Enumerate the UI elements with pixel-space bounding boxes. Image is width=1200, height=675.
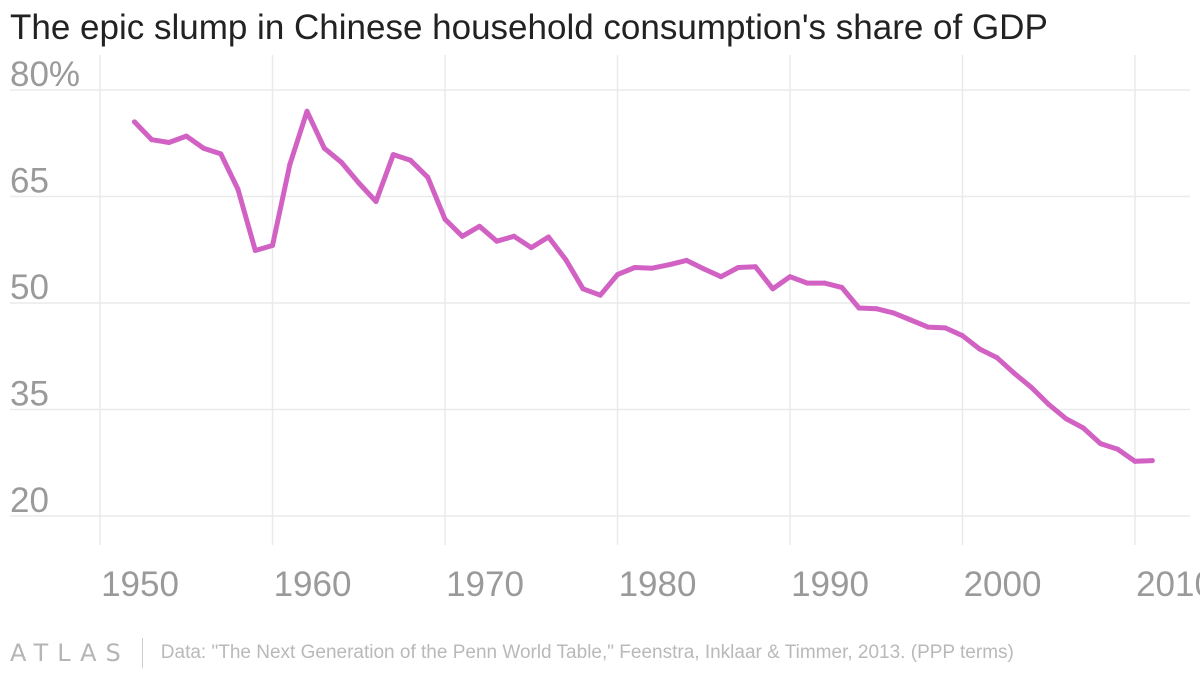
data-point: [477, 223, 482, 229]
data-point: [977, 346, 983, 352]
data-point: [1029, 384, 1034, 390]
data-point: [822, 280, 827, 286]
data-point: [632, 265, 638, 270]
data-point: [942, 325, 948, 331]
x-tick-label: 1990: [791, 565, 869, 604]
source-note: Data: "The Next Generation of the Penn W…: [160, 642, 1014, 663]
data-point: [235, 186, 241, 192]
data-point: [166, 140, 172, 146]
atlas-logo: ATLAS: [10, 639, 130, 667]
data-point: [408, 157, 413, 163]
data-point: [149, 137, 155, 143]
y-tick-label: 50: [10, 268, 49, 307]
data-point: [770, 286, 776, 292]
data-point: [1115, 446, 1121, 452]
series-group: [132, 108, 1155, 464]
data-point: [546, 234, 551, 240]
data-point: [597, 292, 603, 298]
data-point: [339, 159, 344, 165]
data-point: [425, 174, 431, 180]
data-point: [684, 257, 689, 263]
x-tick-label: 1950: [101, 565, 179, 604]
data-point: [511, 233, 517, 239]
data-point: [735, 265, 741, 270]
data-point: [201, 145, 206, 151]
x-tick-label: 1970: [446, 565, 524, 604]
data-point: [459, 233, 465, 239]
series-line: [132, 108, 1155, 464]
data-point: [304, 108, 310, 114]
data-point: [787, 274, 793, 280]
data-point: [994, 355, 1000, 361]
data-point: [925, 324, 931, 330]
x-tick-label: 2010: [1136, 565, 1200, 604]
data-point: [390, 152, 396, 158]
data-point: [960, 333, 965, 339]
data-point: [1149, 458, 1155, 464]
data-point: [649, 265, 655, 271]
x-gridlines: [99, 55, 1136, 545]
data-point: [321, 145, 327, 151]
data-point: [1098, 441, 1103, 447]
data-point: [270, 242, 275, 248]
data-point: [580, 286, 586, 292]
data-point: [287, 162, 293, 168]
data-point: [1063, 416, 1069, 422]
data-point: [528, 245, 534, 251]
data-point: [804, 280, 810, 286]
y-tick-label: 35: [10, 375, 49, 414]
data-point: [218, 151, 224, 157]
data-point: [839, 284, 845, 290]
data-point: [753, 264, 758, 270]
data-point: [1080, 425, 1086, 431]
data-point: [666, 262, 672, 268]
data-point: [856, 305, 862, 311]
data-point: [1132, 458, 1138, 464]
data-point: [183, 133, 189, 139]
data-point: [1011, 370, 1017, 376]
data-point: [718, 274, 724, 280]
x-tick-label: 1960: [274, 565, 352, 604]
data-point: [615, 272, 620, 278]
y-tick-label: 20: [10, 481, 49, 520]
y-tick-label: 65: [10, 162, 49, 201]
data-point: [563, 257, 569, 263]
data-point: [442, 216, 448, 222]
footer-divider: [141, 638, 143, 668]
x-tick-label: 2000: [964, 565, 1042, 604]
data-point: [356, 180, 362, 186]
y-tick-label: 80%: [10, 55, 80, 94]
data-point: [252, 247, 258, 253]
data-point: [494, 238, 500, 244]
data-point: [132, 119, 137, 125]
data-point: [908, 317, 914, 323]
data-point: [873, 306, 879, 312]
data-point: [373, 198, 379, 204]
x-tick-label: 1980: [619, 565, 697, 604]
chart-title: The epic slump in Chinese household cons…: [10, 8, 1048, 47]
data-point: [891, 310, 896, 316]
x-axis-tick-labels: 1950 1960 1970 1980 1990 2000 2010: [101, 565, 1200, 604]
y-gridlines: [10, 89, 1190, 517]
chart-footer: ATLAS Data: "The Next Generation of the …: [10, 636, 1014, 670]
data-point: [1046, 402, 1052, 408]
y-axis-tick-labels: 20 35 50 65 80%: [10, 55, 80, 520]
data-point: [701, 266, 707, 272]
